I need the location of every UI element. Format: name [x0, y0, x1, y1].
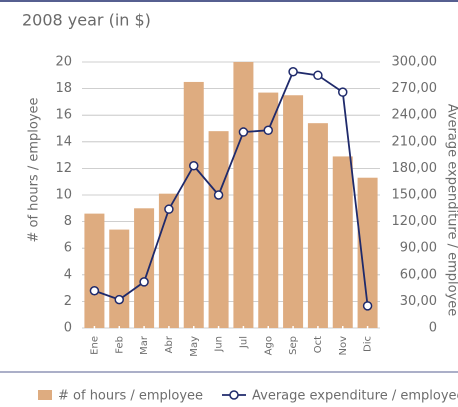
marker — [263, 125, 273, 136]
x-tick-label: Feb — [114, 336, 125, 354]
legend-label: Average expenditure / employee — [252, 389, 458, 404]
y2-tick-label: 60,00 — [400, 267, 437, 282]
y-tick-label: 6 — [64, 241, 72, 256]
bar — [233, 62, 254, 328]
bar — [158, 193, 179, 328]
bar — [134, 208, 155, 328]
y2-tick-label: 150,00 — [392, 188, 438, 203]
legend-marker — [229, 390, 239, 400]
y2-axis-label: Average expenditure / employee — [445, 104, 458, 317]
bar — [258, 92, 279, 328]
marker — [139, 277, 149, 287]
x-tick-label: Sep — [288, 336, 299, 355]
y-axis-label: # of hours / employee — [27, 97, 42, 242]
marker — [164, 204, 174, 214]
bar — [332, 156, 353, 328]
x-tick-label: Jul — [238, 336, 249, 349]
marker — [238, 127, 249, 137]
y2-tick-label: 240,00 — [392, 108, 438, 123]
x-tick-label: Nov — [338, 336, 349, 356]
line — [94, 70, 369, 306]
y-tick-label: 8 — [64, 214, 72, 229]
y-tick-label: 20 — [55, 55, 72, 70]
x-tick-label: Mar — [139, 335, 150, 355]
x-tick-label: Jun — [214, 336, 225, 353]
bar — [208, 131, 229, 328]
legend-label: # of hours / employee — [58, 389, 203, 404]
x-tick-label: Dic — [363, 336, 374, 352]
x-tick-label: Ene — [89, 336, 100, 355]
x-tick-label: Ago — [263, 336, 274, 355]
y-tick-label: 2 — [64, 294, 72, 309]
y2-tick-label: 210,00 — [392, 134, 438, 149]
marker — [338, 87, 348, 97]
y-tick-label: 12 — [55, 161, 72, 176]
y2-tick-label: 90,00 — [400, 241, 437, 256]
y2-tick-label: 300,00 — [392, 55, 438, 70]
bar — [307, 123, 328, 329]
y2-tick-label: 0 — [429, 321, 437, 336]
y-tick-label: 16 — [55, 108, 72, 123]
bar — [357, 177, 378, 328]
marker — [89, 286, 100, 296]
x-tick-label: Oct — [313, 336, 324, 353]
marker — [288, 67, 298, 77]
y2-tick-label: 180,00 — [392, 161, 438, 176]
y2-tick-label: 30,00 — [400, 294, 437, 309]
y-tick-label: 18 — [55, 81, 72, 96]
x-tick-label: May — [189, 336, 200, 357]
bar — [109, 229, 130, 328]
y-tick-label: 14 — [55, 134, 72, 149]
bar — [183, 81, 204, 328]
marker — [213, 190, 224, 200]
y-tick-label: 4 — [64, 267, 72, 282]
marker — [189, 160, 199, 171]
x-tick-label: Abr — [164, 335, 175, 353]
chart-title: 2008 year (in $) — [22, 11, 151, 30]
y2-tick-label: 270,00 — [392, 81, 438, 96]
y-tick-label: 0 — [64, 321, 72, 336]
y-tick-label: 10 — [55, 188, 72, 203]
marker — [362, 301, 373, 311]
bar — [84, 213, 105, 328]
marker — [114, 294, 124, 305]
legend-swatch — [38, 390, 52, 400]
marker — [313, 70, 323, 81]
y2-tick-label: 120,00 — [392, 214, 438, 229]
bar — [283, 95, 304, 328]
